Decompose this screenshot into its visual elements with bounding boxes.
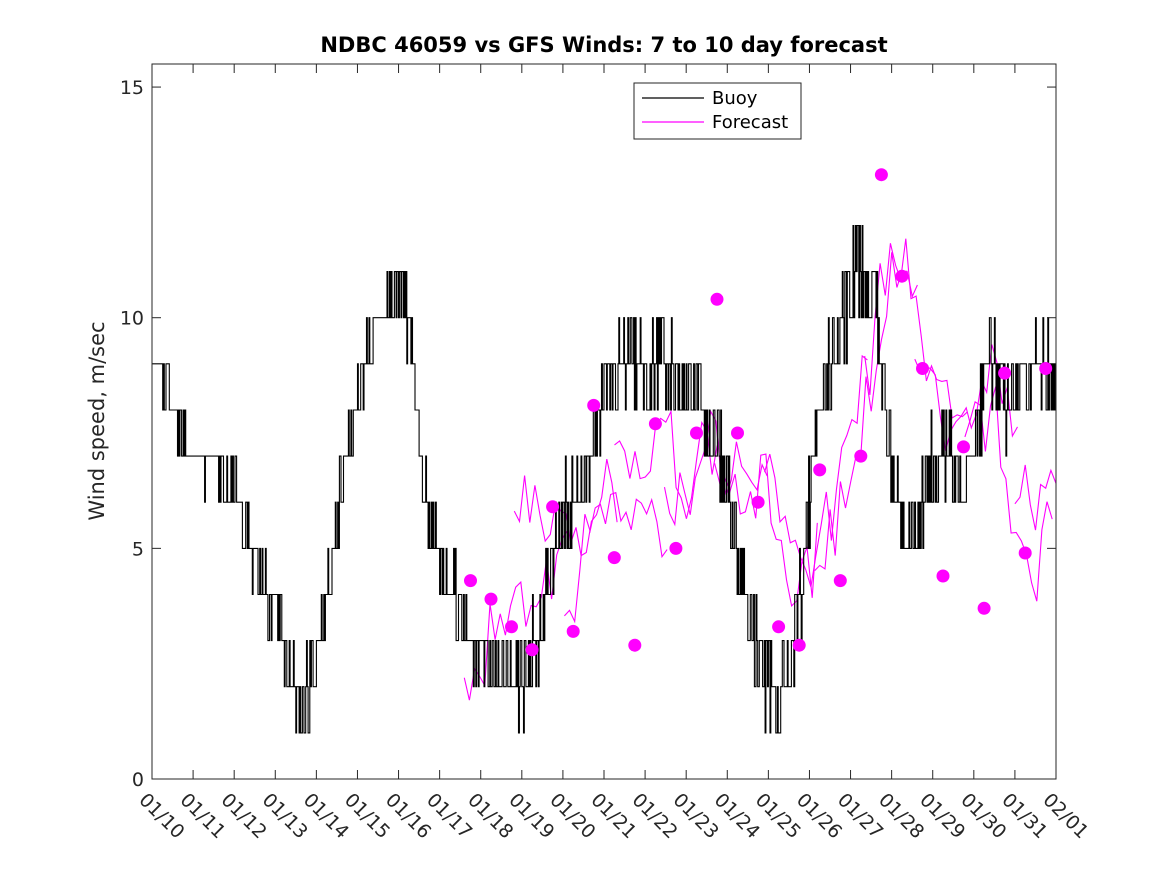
forecast-point bbox=[525, 643, 539, 657]
buoy-series bbox=[152, 224, 1056, 734]
forecast-markers bbox=[464, 168, 1053, 657]
legend-forecast-label: Forecast bbox=[712, 112, 788, 133]
forecast-point bbox=[566, 624, 580, 638]
forecast-point bbox=[833, 574, 847, 588]
forecast-point bbox=[751, 495, 765, 509]
forecast-member-line bbox=[1014, 464, 1056, 531]
forecast-point bbox=[546, 500, 560, 514]
forecast-point bbox=[874, 168, 888, 182]
forecast-member-line bbox=[563, 491, 668, 624]
plot-area bbox=[152, 64, 1056, 779]
forecast-point bbox=[792, 638, 806, 652]
forecast-point bbox=[854, 449, 868, 463]
forecast-point bbox=[628, 638, 642, 652]
y-axis-label: Wind speed, m/sec bbox=[85, 321, 109, 520]
forecast-point bbox=[484, 592, 498, 606]
legend-buoy-label: Buoy bbox=[712, 88, 758, 109]
forecast-point bbox=[1039, 362, 1053, 375]
forecast-member-line bbox=[964, 386, 1053, 602]
forecast-member-line bbox=[463, 530, 568, 701]
forecast-point bbox=[813, 463, 827, 477]
forecast-member-line bbox=[764, 354, 868, 588]
forecast-point bbox=[916, 362, 929, 375]
forecast-point bbox=[505, 620, 518, 634]
forecast-point bbox=[690, 426, 703, 440]
y-tick-label: 5 bbox=[132, 538, 144, 560]
forecast-point bbox=[731, 426, 744, 440]
forecast-point bbox=[710, 292, 724, 306]
forecast-point bbox=[772, 620, 786, 634]
y-tick-label: 15 bbox=[120, 77, 144, 99]
forecast-point bbox=[1018, 546, 1032, 560]
forecast-point bbox=[998, 366, 1012, 380]
forecast-point bbox=[464, 574, 477, 588]
y-tick-label: 10 bbox=[120, 308, 144, 330]
legend-box bbox=[633, 82, 802, 140]
forecast-point bbox=[936, 569, 950, 583]
forecast-point bbox=[607, 551, 621, 565]
y-tick-label: 0 bbox=[132, 769, 144, 791]
legend: Buoy Forecast bbox=[633, 82, 802, 140]
forecast-point bbox=[669, 541, 683, 555]
forecast-point bbox=[587, 398, 601, 412]
buoy-observation-line bbox=[152, 224, 1056, 734]
forecast-member-line bbox=[663, 409, 768, 527]
forecast-point bbox=[648, 417, 662, 431]
forecast-point bbox=[977, 601, 991, 615]
forecast-point bbox=[957, 440, 970, 454]
chart-title: NDBC 46059 vs GFS Winds: 7 to 10 day for… bbox=[320, 33, 887, 57]
forecast-point bbox=[895, 269, 909, 283]
forecast-member-line bbox=[864, 238, 968, 419]
